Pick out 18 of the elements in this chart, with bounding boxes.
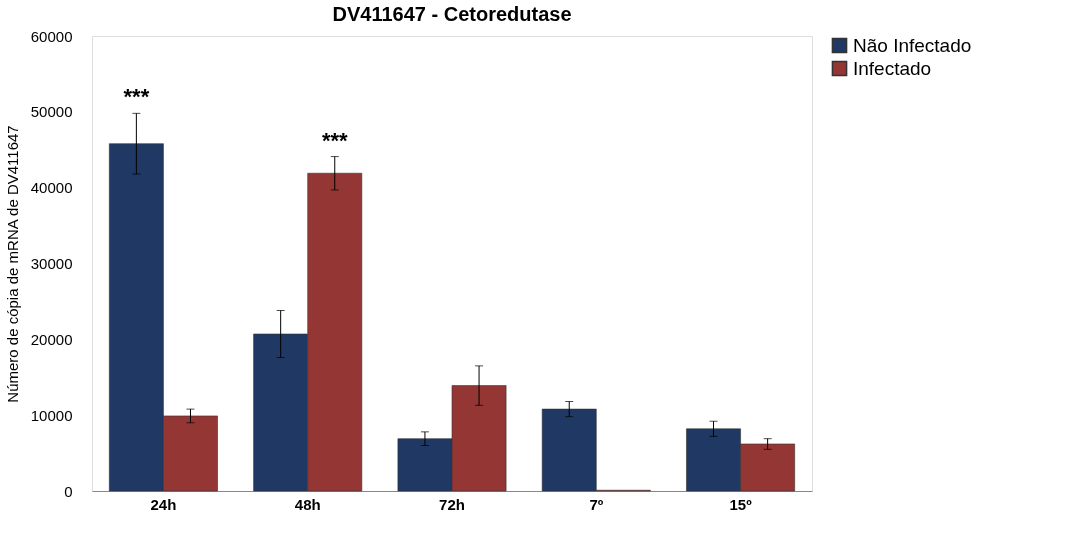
legend-label: Não Infectado [853,34,972,56]
x-tick-label: 15º [729,495,753,513]
y-tick-label: 30000 [30,255,73,272]
x-tick-label: 48h [294,495,321,513]
y-tick-label: 0 [64,482,73,500]
x-tick-label: 7º [589,495,604,513]
chart-title: DV411647 - Cetoredutase [332,3,572,25]
x-tick-label: 24h [150,495,177,513]
y-tick-label: 50000 [30,103,73,121]
annotation: *** [123,84,150,110]
x-tick-label: 72h [439,495,465,513]
y-tick-label: 10000 [30,406,73,424]
y-axis-title: Número de cópia de mRNA de DV411647 [3,125,21,403]
y-tick-label: 40000 [30,179,73,197]
y-tick-label: 20000 [30,330,73,348]
y-tick-label: 60000 [30,27,73,45]
legend-label: Infectado [853,57,932,79]
annotation: *** [321,127,349,153]
